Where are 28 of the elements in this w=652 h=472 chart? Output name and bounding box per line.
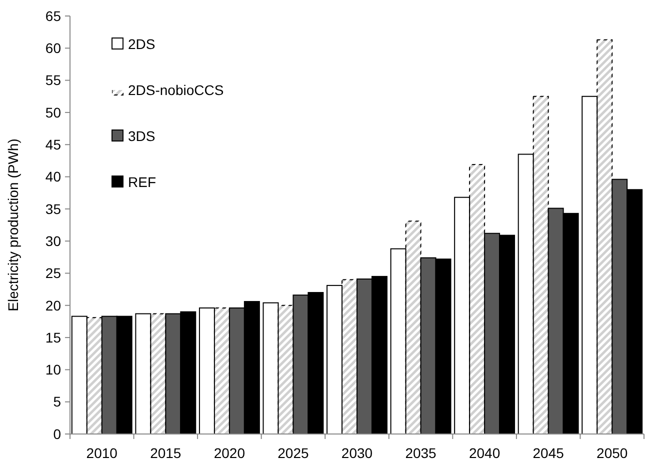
y-tick-label: 15 [45,329,62,346]
x-tick-label: 2030 [341,445,373,461]
y-tick-label: 20 [45,297,62,314]
y-tick-label: 30 [45,232,62,249]
legend-label: 2DS-nobioCCS [128,82,224,98]
x-tick-label: 2050 [596,445,628,461]
x-tick-label: 2015 [150,445,182,461]
x-tick-label: 2010 [86,445,118,461]
legend-label: 3DS [128,128,156,144]
y-tick-label: 50 [45,104,62,120]
y-tick-label: 55 [45,72,62,88]
x-tick-label: 2035 [405,445,437,461]
y-tick-label: 35 [45,200,62,217]
legend-label: 2DS [128,36,156,52]
x-tick-label: 2045 [532,445,564,461]
y-tick-label: 60 [45,40,62,56]
x-tick-label: 2040 [468,445,500,461]
x-tick-label: 2025 [278,445,310,461]
y-tick-label: 45 [45,136,62,153]
y-axis-title: Electricity production (PWh) [5,138,21,312]
legend-label: REF [128,174,156,190]
y-tick-label: 0 [53,426,62,442]
x-tick-label: 2020 [214,445,246,461]
y-tick-label: 5 [53,394,62,410]
y-tick-label: 10 [45,362,62,378]
y-tick-label: 40 [45,168,62,185]
y-tick-label: 65 [45,8,62,24]
y-tick-label: 25 [45,265,62,282]
